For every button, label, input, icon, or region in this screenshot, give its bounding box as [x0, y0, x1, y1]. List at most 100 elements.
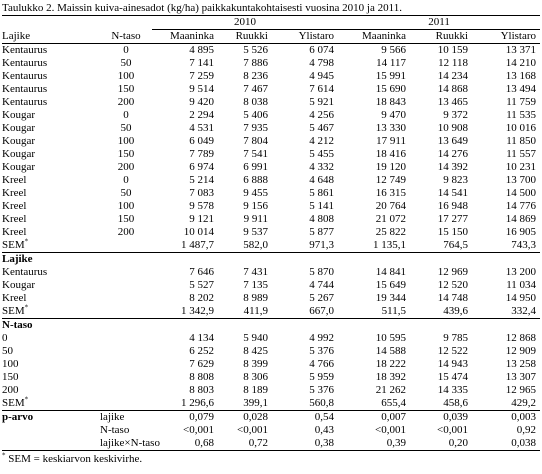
- value-cell: 0,38: [272, 437, 339, 451]
- header-cell: [2, 15, 100, 30]
- value-cell: 12 965: [505, 384, 537, 396]
- value-cell: 7 083: [189, 187, 214, 199]
- value-cell: 429,2: [472, 397, 541, 411]
- value-cell: 14 276: [437, 148, 469, 160]
- cell: [100, 239, 152, 253]
- value-cell: 6 252: [189, 345, 214, 357]
- value-cell: 655,4: [338, 397, 411, 411]
- value-cell: <0,001: [183, 424, 214, 436]
- value-cell: 5 877: [309, 226, 335, 238]
- value-cell: 14 335: [437, 384, 469, 396]
- value-cell: 16 905: [505, 226, 537, 238]
- cell: [100, 358, 152, 371]
- value-cell: 4 134: [189, 332, 214, 344]
- cell: [100, 371, 152, 384]
- value-cell: 8 803: [189, 384, 214, 396]
- value-cell: 0,028: [243, 411, 268, 423]
- table-row: Kentaurus 50 7 141 7 886 4 798 14 117 12 118 14…: [2, 57, 540, 70]
- lajike-cell: Kreel: [2, 200, 27, 212]
- value-cell: 0,20: [410, 437, 473, 451]
- value-cell: 7 886: [243, 57, 268, 69]
- value-cell: 14 234: [437, 70, 469, 82]
- header-cell: [100, 15, 152, 30]
- lajike-cell: Kreel: [2, 187, 27, 199]
- value-cell: 7 935: [243, 122, 268, 134]
- table-row: Kougar 150 7 789 7 541 5 455 18 416 14 276 11 5…: [2, 148, 540, 161]
- table-row: 150 8 808 8 306 5 959 18 392 15 474 13 307: [2, 371, 540, 384]
- footnote-text: SEM = keskiarvon keskivirhe.: [8, 453, 143, 465]
- value-cell: 7 431: [243, 266, 268, 278]
- value-cell: 11 034: [506, 279, 537, 291]
- value-cell: 9 514: [189, 83, 214, 95]
- table-row: Kougar 5 527 7 135 4 744 15 649 12 520 11 034: [2, 279, 540, 292]
- table-row: Kreel 0 5 214 6 888 4 648 12 749 9 823 13 700: [2, 174, 540, 187]
- cell: [100, 345, 152, 358]
- value-cell: 8 399: [243, 358, 268, 370]
- value-cell: 332,4: [472, 305, 541, 319]
- value-cell: 14 776: [505, 200, 537, 212]
- n-cell: 50: [120, 57, 132, 69]
- table-row: Lajike: [2, 253, 540, 267]
- lajike-cell: Kougar: [2, 109, 35, 121]
- value-cell: 9 578: [189, 200, 214, 212]
- value-cell: 511,5: [338, 305, 411, 319]
- value-cell: 2 294: [189, 109, 214, 121]
- value-cell: 19 120: [375, 161, 407, 173]
- table-row: 100 7 629 8 399 4 766 18 222 14 943 13 258: [2, 358, 540, 371]
- table-row: 50 6 252 8 425 5 376 14 588 12 522 12 909: [2, 345, 540, 358]
- lajike-cell: Kougar: [2, 135, 35, 147]
- value-cell: 439,6: [410, 305, 473, 319]
- value-cell: 13 200: [505, 266, 537, 278]
- lajike-cell: Kougar: [2, 161, 35, 173]
- value-cell: 9 156: [243, 200, 268, 212]
- row-label: 150: [2, 371, 19, 383]
- year-header: 2011: [338, 15, 541, 30]
- n-cell: 100: [117, 200, 135, 212]
- value-cell: 18 416: [375, 148, 407, 160]
- value-cell: 10 014: [183, 226, 214, 238]
- sem-mark: *: [24, 395, 29, 404]
- value-cell: 5 940: [243, 332, 268, 344]
- lajike-cell: Kentaurus: [2, 96, 48, 108]
- value-cell: 0,72: [218, 437, 272, 451]
- value-cell: 9 537: [243, 226, 268, 238]
- cell: [100, 332, 152, 345]
- lajike-cell: Kreel: [2, 226, 27, 238]
- place-header: Ylistaro: [272, 29, 339, 44]
- value-cell: 15 690: [375, 83, 407, 95]
- value-cell: 6 049: [189, 135, 214, 147]
- cell: [100, 305, 152, 319]
- value-cell: 7 135: [243, 279, 268, 291]
- value-cell: 12 909: [505, 345, 537, 357]
- table-row: Kreel 50 7 083 9 455 5 861 16 315 14 541 14 500: [2, 187, 540, 200]
- table-row: Kreel 150 9 121 9 911 4 808 21 072 17 277 14 86…: [2, 213, 540, 226]
- value-cell: 6 991: [243, 161, 268, 173]
- place-header: Ylistaro: [472, 29, 541, 44]
- value-cell: 0,92: [516, 424, 537, 436]
- value-cell: 10 908: [437, 122, 469, 134]
- footnote: * SEM = keskiarvon keskivirhe.: [2, 452, 540, 466]
- value-cell: 7 614: [309, 83, 335, 95]
- value-cell: 8 306: [243, 371, 268, 383]
- lajike-cell: Kougar: [2, 122, 35, 134]
- value-cell: 7 789: [189, 148, 214, 160]
- value-cell: 5 267: [309, 292, 335, 304]
- n-cell: 200: [117, 161, 135, 173]
- value-cell: 9 420: [189, 96, 214, 108]
- table-row: p-arvo lajike 0,079 0,028 0,54 0,007 0,039 0,00…: [2, 411, 540, 425]
- cell: [2, 437, 100, 451]
- table-row: Kougar 200 6 974 6 991 4 332 19 120 14 392 10 2…: [2, 161, 540, 174]
- value-cell: 9 566: [381, 44, 407, 56]
- value-cell: 5 141: [309, 200, 335, 212]
- value-cell: 19 344: [375, 292, 407, 304]
- value-cell: 4 766: [309, 358, 335, 370]
- value-cell: 8 989: [243, 292, 268, 304]
- value-cell: 582,0: [218, 239, 272, 253]
- n-cell: 100: [117, 135, 135, 147]
- cell: [100, 253, 540, 267]
- value-cell: 458,6: [410, 397, 473, 411]
- value-cell: <0,001: [375, 424, 407, 436]
- value-cell: 4 744: [309, 279, 335, 291]
- sem-mark: *: [24, 303, 29, 312]
- table-row: Kreel 200 10 014 9 537 5 877 25 822 15 150 16 9…: [2, 226, 540, 239]
